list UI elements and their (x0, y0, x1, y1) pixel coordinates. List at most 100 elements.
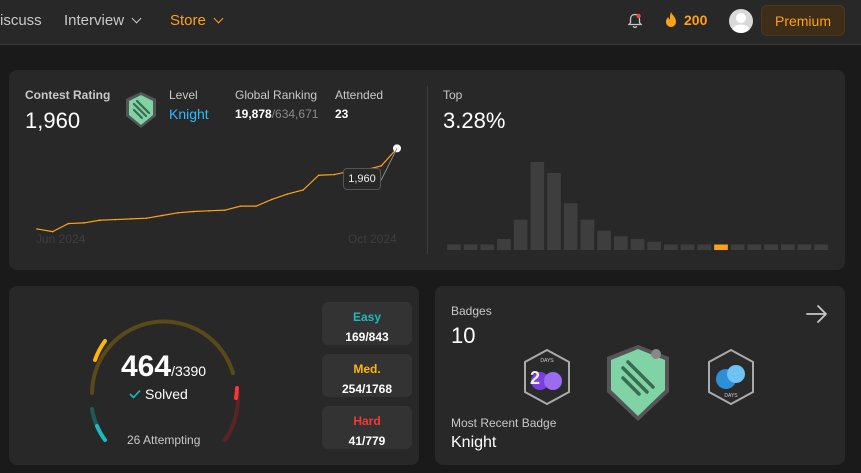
distribution-bar[interactable] (730, 244, 745, 251)
attended-label: Attended (335, 88, 384, 102)
rating-point[interactable] (286, 193, 289, 195)
x-axis-end-label: Oct 2024 (348, 232, 397, 246)
svg-text:DAYS: DAYS (540, 358, 554, 364)
rating-point[interactable] (145, 217, 148, 220)
nav-interview-label: Interview (64, 12, 125, 29)
nav-store[interactable]: Store (170, 12, 224, 29)
distribution-bar[interactable] (780, 244, 795, 251)
chevron-down-icon (131, 13, 142, 24)
200-days-badge-icon[interactable]: DAYS 2 (521, 348, 573, 406)
distribution-bar[interactable] (697, 244, 712, 251)
flame-icon (666, 12, 676, 27)
distribution-bar[interactable] (613, 236, 628, 250)
bell-icon[interactable] (626, 12, 644, 30)
distribution-bar[interactable] (764, 244, 778, 251)
attended-value: 23 (335, 107, 349, 121)
global-ranking-label: Global Ranking (235, 88, 318, 102)
arrow-right-icon[interactable] (805, 304, 829, 324)
rating-point[interactable] (333, 173, 336, 176)
days-badge-blue-icon[interactable]: DAYS (705, 348, 757, 406)
distribution-bar[interactable] (513, 219, 528, 250)
global-ranking-number: 19,878 (235, 107, 272, 121)
svg-text:2: 2 (530, 368, 540, 388)
rating-point[interactable] (161, 214, 164, 217)
top-navbar: iscuss Interview Store 200 Premium (0, 0, 861, 45)
rating-point[interactable] (239, 205, 242, 207)
rating-point[interactable] (98, 219, 101, 222)
ranking-distribution-chart (447, 162, 828, 251)
rating-line-chart (36, 144, 401, 233)
rating-point[interactable] (224, 209, 226, 211)
easy-stat[interactable]: Easy 169/843 (322, 302, 412, 345)
rating-point[interactable] (114, 218, 117, 221)
distribution-bar[interactable] (814, 244, 828, 251)
rating-point[interactable] (317, 174, 320, 177)
rating-point[interactable] (83, 222, 85, 224)
distribution-bar[interactable] (547, 173, 561, 250)
hard-label: Hard (353, 414, 381, 428)
top-percent-label: Top (443, 88, 463, 102)
global-ranking-value: 19,878/634,671 (235, 107, 318, 121)
distribution-bar[interactable] (630, 239, 645, 250)
level-value: Knight (169, 106, 209, 122)
rating-tooltip: 1,960 (343, 168, 381, 190)
recent-badge-name: Knight (451, 434, 497, 451)
rating-point[interactable] (67, 222, 70, 225)
nav-discuss-label: iscuss (0, 12, 42, 29)
easy-label: Easy (352, 310, 382, 324)
hard-value: 41/779 (348, 434, 386, 448)
nav-interview[interactable]: Interview (64, 12, 142, 29)
rating-point[interactable] (130, 218, 132, 220)
knight-badge-large-icon[interactable] (603, 342, 673, 424)
rating-point[interactable] (208, 210, 210, 212)
distribution-bar[interactable] (647, 241, 662, 250)
distribution-bar[interactable] (480, 244, 495, 251)
distribution-bar[interactable] (563, 203, 578, 250)
premium-button[interactable]: Premium (761, 5, 845, 36)
level-label: Level (169, 88, 198, 102)
rating-point[interactable] (192, 210, 195, 213)
contest-rating-card: Contest Rating 1,960 Level Knight Global… (9, 70, 845, 270)
distribution-bar[interactable] (680, 244, 695, 251)
easy-value: 169/843 (345, 330, 389, 344)
contest-rating-label: Contest Rating (25, 88, 111, 102)
premium-label: Premium (774, 12, 831, 29)
tooltip-pointer-line (380, 148, 398, 181)
streak-counter[interactable]: 200 (664, 11, 707, 29)
rating-point[interactable] (270, 198, 273, 201)
badges-card: Badges 10 DAYS 2 DAYS Most Recent Badge … (435, 286, 845, 465)
distribution-bar[interactable] (497, 239, 511, 250)
solved-total: /3390 (171, 363, 207, 379)
avatar[interactable] (729, 9, 753, 33)
solved-progress-ring (90, 319, 240, 442)
recent-badge-label: Most Recent Badge (451, 416, 557, 430)
attempting-count: 26 Attempting (127, 433, 201, 447)
rating-point[interactable] (380, 165, 383, 167)
rating-point[interactable] (36, 228, 38, 230)
streak-count: 200 (684, 12, 708, 28)
medium-stat[interactable]: Med. 254/1768 (322, 354, 412, 397)
solved-caption: Solved (129, 386, 188, 402)
distribution-bar[interactable] (447, 244, 461, 251)
hard-stat[interactable]: Hard 41/779 (322, 406, 412, 449)
rating-point[interactable] (177, 212, 179, 214)
distribution-bar[interactable] (597, 230, 611, 250)
medium-value: 254/1768 (341, 382, 393, 396)
distribution-bar[interactable] (664, 244, 678, 251)
rating-point[interactable] (255, 205, 257, 207)
distribution-bar[interactable] (797, 244, 812, 251)
distribution-bar[interactable] (530, 162, 545, 250)
global-ranking-total: /634,671 (271, 107, 319, 121)
distribution-bar[interactable] (747, 244, 762, 251)
distribution-bar[interactable] (580, 219, 595, 250)
rating-point[interactable] (302, 189, 304, 191)
user-icon (732, 13, 750, 33)
rating-series-line (36, 147, 398, 233)
nav-store-label: Store (170, 12, 206, 29)
distribution-bar-current[interactable] (714, 244, 728, 251)
contest-rating-value: 1,960 (25, 108, 81, 133)
medium-label: Med. (353, 362, 381, 376)
distribution-bar[interactable] (463, 244, 478, 251)
nav-discuss[interactable]: iscuss (0, 12, 42, 29)
rating-point[interactable] (51, 230, 54, 233)
